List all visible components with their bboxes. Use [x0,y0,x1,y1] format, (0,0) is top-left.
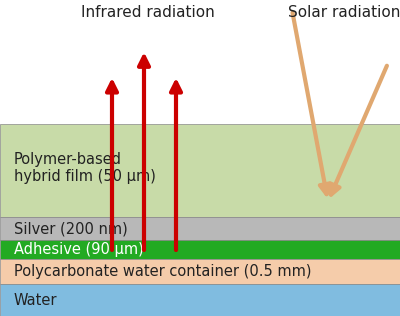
Text: Polycarbonate water container (0.5 mm): Polycarbonate water container (0.5 mm) [14,264,312,279]
Bar [0,125,400,217]
Text: Adhesive (90 μm): Adhesive (90 μm) [14,242,144,257]
Text: Infrared radiation: Infrared radiation [81,5,215,20]
Bar [0,240,400,259]
Text: Water: Water [14,293,58,308]
Bar [0,259,400,284]
Bar [0,217,400,240]
Text: Polymer-based
hybrid film (50 μm): Polymer-based hybrid film (50 μm) [14,152,156,184]
Text: Silver (200 nm): Silver (200 nm) [14,221,128,236]
Text: Solar radiation: Solar radiation [288,5,400,20]
Bar [0,284,400,316]
